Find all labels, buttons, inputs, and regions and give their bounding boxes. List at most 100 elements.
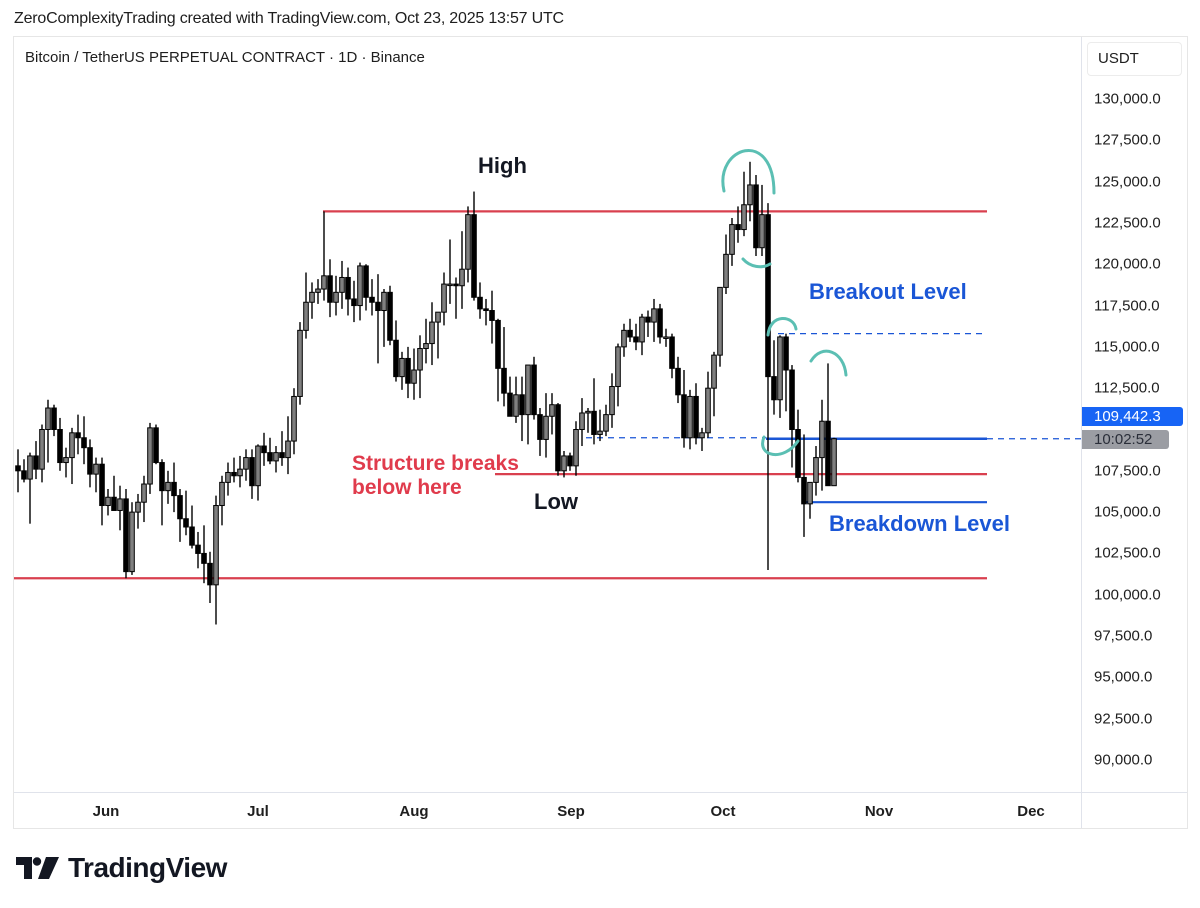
candle-up xyxy=(663,336,669,339)
candle-up xyxy=(777,336,783,401)
chart-frame: Bitcoin / TetherUS PERPETUAL CONTRACT · … xyxy=(13,36,1188,829)
candle-up xyxy=(717,286,723,356)
price-tick: 100,000.0 xyxy=(1094,586,1161,604)
price-tick: 95,000.0 xyxy=(1094,668,1153,686)
candle-down xyxy=(675,367,681,396)
candle-up xyxy=(165,481,171,492)
price-tick: 90,000.0 xyxy=(1094,751,1153,769)
annotation-structure-line2: below here xyxy=(352,476,462,499)
candle-down xyxy=(591,410,597,435)
candle-down xyxy=(519,394,525,416)
candle-down xyxy=(15,465,21,472)
annotation-breakout-level: Breakout Level xyxy=(809,279,967,304)
candle-down xyxy=(771,376,777,401)
chart-plot-area[interactable]: Bitcoin / TetherUS PERPETUAL CONTRACT · … xyxy=(14,37,1081,792)
month-label-jul: Jul xyxy=(247,803,269,820)
candle-down xyxy=(177,495,183,520)
candle-down xyxy=(171,481,177,497)
price-scale[interactable]: USDT 130,000.0 127,500.0 125,000.0 122,500.… xyxy=(1081,37,1187,792)
candle-down xyxy=(99,463,105,507)
time-axis[interactable]: Jun Jul Aug Sep Oct Nov Dec xyxy=(14,792,1081,828)
candle-down xyxy=(33,455,39,470)
candle-down xyxy=(51,407,57,430)
candle-down xyxy=(801,476,807,505)
candle-up xyxy=(465,214,471,270)
candle-down xyxy=(75,432,81,439)
price-tick: 92,500.0 xyxy=(1094,710,1153,728)
price-tick: 112,500.0 xyxy=(1094,379,1160,397)
candle-up xyxy=(549,404,555,417)
candle-down xyxy=(375,301,381,312)
candle-up xyxy=(93,463,99,475)
candle-up xyxy=(273,452,279,462)
candle-down xyxy=(489,310,495,321)
candle-up xyxy=(513,394,519,417)
currency-button[interactable]: USDT xyxy=(1087,42,1182,76)
candle-down xyxy=(279,452,285,459)
candle-down xyxy=(21,470,27,480)
candle-up xyxy=(435,311,441,323)
candle-up xyxy=(621,329,627,348)
annotation-breakdown-level: Breakdown Level xyxy=(829,511,1010,536)
price-tick: 122,500.0 xyxy=(1094,214,1161,232)
candle-down xyxy=(537,414,543,440)
candle-up xyxy=(303,301,309,331)
candle-down xyxy=(753,184,759,249)
candle-down xyxy=(645,316,651,323)
candle-up xyxy=(705,387,711,434)
price-tick: 107,500.0 xyxy=(1094,462,1161,480)
candle-down xyxy=(207,562,213,586)
candle-up xyxy=(237,468,243,477)
candle-up xyxy=(117,498,123,511)
candle-up xyxy=(291,395,297,442)
candle-up xyxy=(285,440,291,459)
candle-up xyxy=(333,291,339,303)
candle-down xyxy=(795,429,801,478)
candle-up xyxy=(747,184,753,206)
candle-down xyxy=(201,552,207,564)
candle-up xyxy=(315,288,321,293)
candle-down xyxy=(693,395,699,439)
price-tick: 127,500.0 xyxy=(1094,131,1161,149)
annotation-high: High xyxy=(478,153,527,178)
candle-down xyxy=(783,336,789,371)
candle-up xyxy=(687,395,693,439)
candle-up xyxy=(729,224,735,255)
candle-down xyxy=(387,291,393,341)
candle-down xyxy=(477,296,483,310)
tradingview-logo-icon xyxy=(16,857,59,879)
candle-up xyxy=(147,427,153,485)
candle-up xyxy=(411,369,417,384)
candle-down xyxy=(567,455,573,467)
candle-up xyxy=(813,457,819,483)
candle-up xyxy=(297,329,303,397)
candle-up xyxy=(129,511,135,573)
candle-up xyxy=(711,354,717,389)
last-price-label: 109,442.3 xyxy=(1082,407,1183,426)
candle-up xyxy=(639,316,645,343)
highlight-arc xyxy=(741,257,772,269)
symbol-title[interactable]: Bitcoin / TetherUS PERPETUAL CONTRACT · … xyxy=(25,49,425,66)
time-axis-corner xyxy=(1081,792,1187,828)
annotation-structure-line1: Structure breaks xyxy=(352,452,519,475)
candle-down xyxy=(483,308,489,312)
candle-up xyxy=(135,501,141,513)
month-label-dec: Dec xyxy=(1017,803,1045,820)
candle-down xyxy=(327,275,333,303)
candle-down xyxy=(111,496,117,511)
month-label-jun: Jun xyxy=(92,803,120,820)
candle-down xyxy=(681,394,687,439)
candle-down xyxy=(501,367,507,394)
candle-up xyxy=(723,253,729,288)
candle-up xyxy=(213,505,219,586)
candle-down xyxy=(669,336,675,369)
candlestick-chart[interactable] xyxy=(14,37,1081,792)
candle-down xyxy=(495,319,501,369)
candle-up xyxy=(69,432,75,459)
candle-down xyxy=(195,544,201,554)
month-label-sep: Sep xyxy=(557,803,585,820)
candle-down xyxy=(531,364,537,416)
candle-up xyxy=(561,455,567,472)
tradingview-logo[interactable]: TradingView xyxy=(16,852,227,884)
candle-down xyxy=(123,498,129,573)
